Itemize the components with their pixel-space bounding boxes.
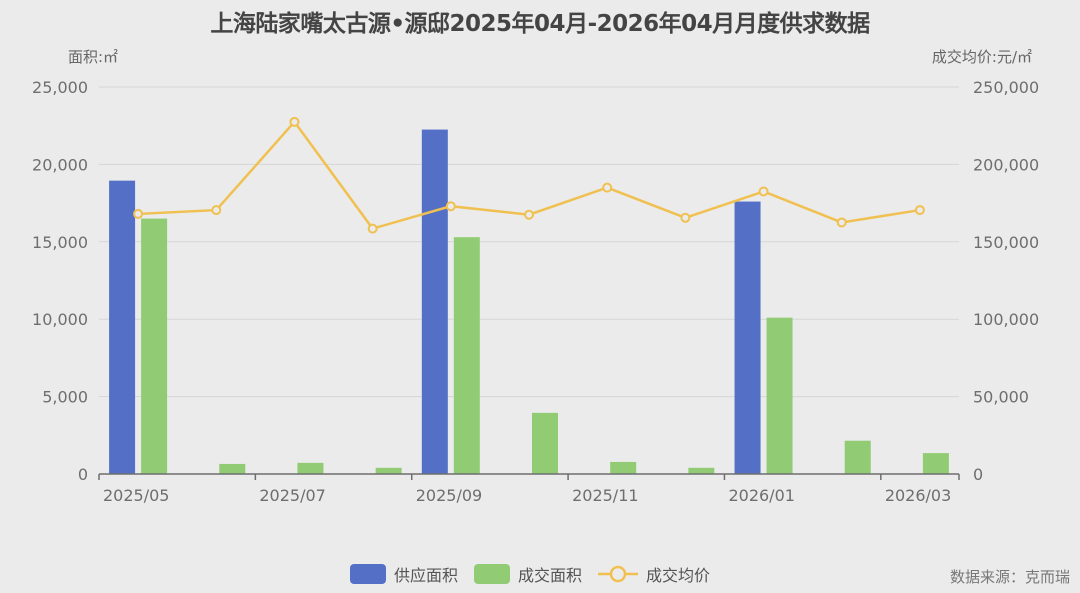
x-tick-label: 2026/01 (728, 486, 794, 505)
right-tick-label: 200,000 (973, 155, 1039, 174)
bar[interactable] (922, 453, 949, 474)
x-axis: 2025/05 2025/07 2025/09 2025/11 2026/01 2026/… (98, 473, 960, 505)
legend-item-deal-area[interactable]: 成交面积 (474, 562, 582, 586)
bar[interactable] (219, 463, 246, 474)
left-tick-label: 15,000 (32, 233, 88, 252)
price-point[interactable] (758, 186, 769, 197)
left-tick-label: 20,000 (32, 155, 88, 174)
left-tick-label: 5,000 (42, 388, 88, 407)
legend-item-supply-area[interactable]: 供应面积 (350, 562, 458, 586)
price-point[interactable] (836, 217, 847, 228)
bar[interactable] (109, 180, 136, 475)
bar[interactable] (688, 467, 715, 474)
legend-label: 成交均价 (646, 566, 711, 585)
bar[interactable] (532, 412, 558, 474)
right-tick-label: 50,000 (973, 388, 1029, 407)
legend-label: 供应面积 (394, 566, 459, 585)
x-tick-label: 2026/03 (885, 486, 951, 505)
left-y-axis: 0 5,000 10,000 15,000 20,000 25,000 (32, 78, 88, 484)
price-point[interactable] (602, 182, 613, 193)
price-line-series (133, 116, 925, 234)
deal-swatch-icon (474, 564, 511, 584)
price-point[interactable] (445, 201, 456, 212)
left-axis-name: 面积:㎡ (68, 48, 119, 66)
bar[interactable] (766, 317, 793, 474)
bar[interactable] (844, 440, 871, 474)
bar-series (109, 129, 949, 475)
chart-title: 上海陆家嘴太古源•源邸2025年04月-2026年04月月度供求数据 (210, 11, 870, 37)
right-axis-name: 成交均价:元/㎡ (931, 48, 1032, 66)
legend-label: 成交面积 (518, 566, 583, 585)
price-point[interactable] (211, 205, 222, 216)
data-source: 数据来源：克而瑞 (949, 568, 1070, 586)
left-tick-label: 0 (78, 465, 88, 484)
price-point[interactable] (524, 209, 534, 220)
bar[interactable] (610, 461, 637, 474)
bar[interactable] (141, 218, 168, 474)
price-point[interactable] (367, 223, 378, 234)
bar[interactable] (421, 129, 448, 474)
price-point[interactable] (133, 208, 144, 219)
x-tick-label: 2025/05 (103, 486, 169, 505)
legend: 供应面积 成交面积 成交均价 (350, 562, 716, 586)
line-marker-icon (598, 565, 639, 583)
right-tick-label: 100,000 (973, 310, 1039, 329)
price-point[interactable] (914, 205, 925, 216)
x-tick-label: 2025/07 (259, 486, 325, 505)
bar[interactable] (453, 237, 480, 474)
bar[interactable] (375, 467, 402, 474)
left-tick-label: 25,000 (32, 78, 88, 97)
right-tick-label: 250,000 (973, 78, 1039, 97)
bar[interactable] (297, 462, 324, 474)
supply-swatch-icon (350, 564, 386, 584)
right-y-axis: 0 50,000 100,000 150,000 200,000 250,000 (973, 78, 1039, 484)
grid-lines (99, 86, 959, 398)
right-tick-label: 150,000 (973, 233, 1039, 252)
price-point[interactable] (680, 212, 691, 223)
x-tick-label: 2025/11 (572, 486, 638, 505)
x-tick-label: 2025/09 (416, 486, 482, 505)
left-tick-label: 10,000 (32, 310, 88, 329)
price-point[interactable] (289, 116, 300, 127)
right-tick-label: 0 (973, 465, 983, 484)
legend-item-avg-price[interactable]: 成交均价 (598, 562, 710, 586)
bar[interactable] (734, 201, 761, 474)
